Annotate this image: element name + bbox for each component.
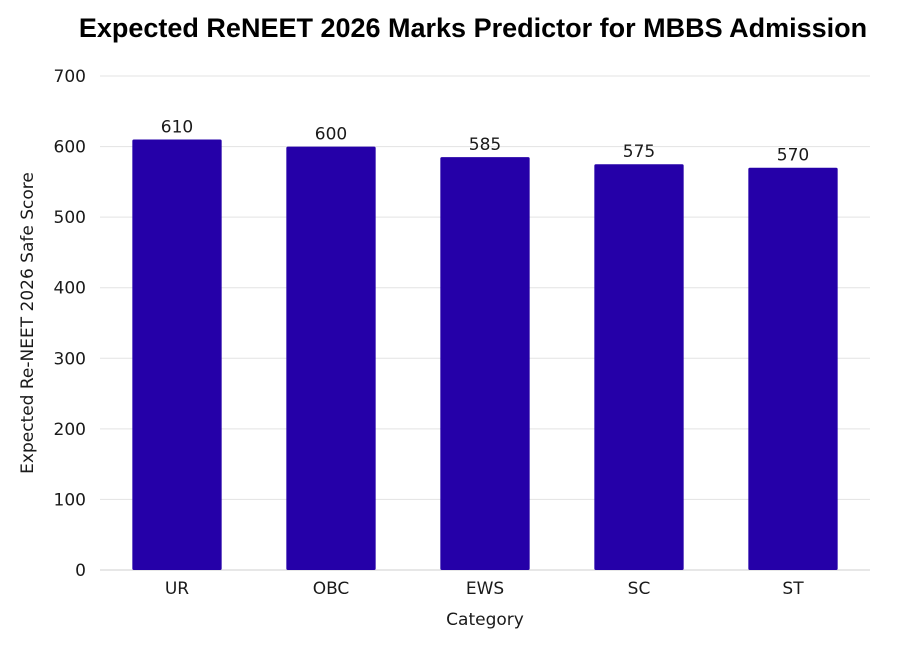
- y-tick-label: 0: [75, 561, 86, 581]
- x-tick-label: UR: [165, 579, 189, 599]
- data-label: 570: [777, 146, 809, 166]
- bars: [132, 139, 838, 571]
- bar-ur: [132, 139, 222, 570]
- x-tick-label: OBC: [313, 579, 350, 599]
- y-tick-label: 500: [54, 208, 86, 228]
- y-tick-label: 600: [54, 138, 86, 158]
- data-label: 585: [469, 135, 501, 155]
- bar-sc: [594, 164, 684, 570]
- data-label: 610: [161, 118, 193, 138]
- x-axis-ticks: UR OBC EWS SC ST: [165, 579, 804, 599]
- x-tick-label: EWS: [466, 579, 504, 599]
- data-label: 575: [623, 142, 655, 162]
- data-labels: 610 600 585 575 570: [161, 118, 809, 166]
- chart-title: Expected ReNEET 2026 Marks Predictor for…: [79, 13, 867, 43]
- y-tick-label: 100: [54, 490, 86, 510]
- x-tick-label: ST: [782, 579, 804, 599]
- x-axis-title: Category: [446, 610, 524, 630]
- x-tick-label: SC: [628, 579, 651, 599]
- bar-ews: [440, 157, 530, 570]
- data-label: 600: [315, 125, 347, 145]
- y-tick-label: 200: [54, 420, 86, 440]
- y-axis-ticks: 0 100 200 300 400 500 600 700: [54, 67, 86, 581]
- y-tick-label: 400: [54, 279, 86, 299]
- bar-st: [748, 167, 838, 570]
- y-axis-title: Expected Re-NEET 2026 Safe Score: [18, 172, 38, 474]
- y-tick-label: 700: [54, 67, 86, 87]
- y-tick-label: 300: [54, 349, 86, 369]
- bar-obc: [286, 146, 376, 571]
